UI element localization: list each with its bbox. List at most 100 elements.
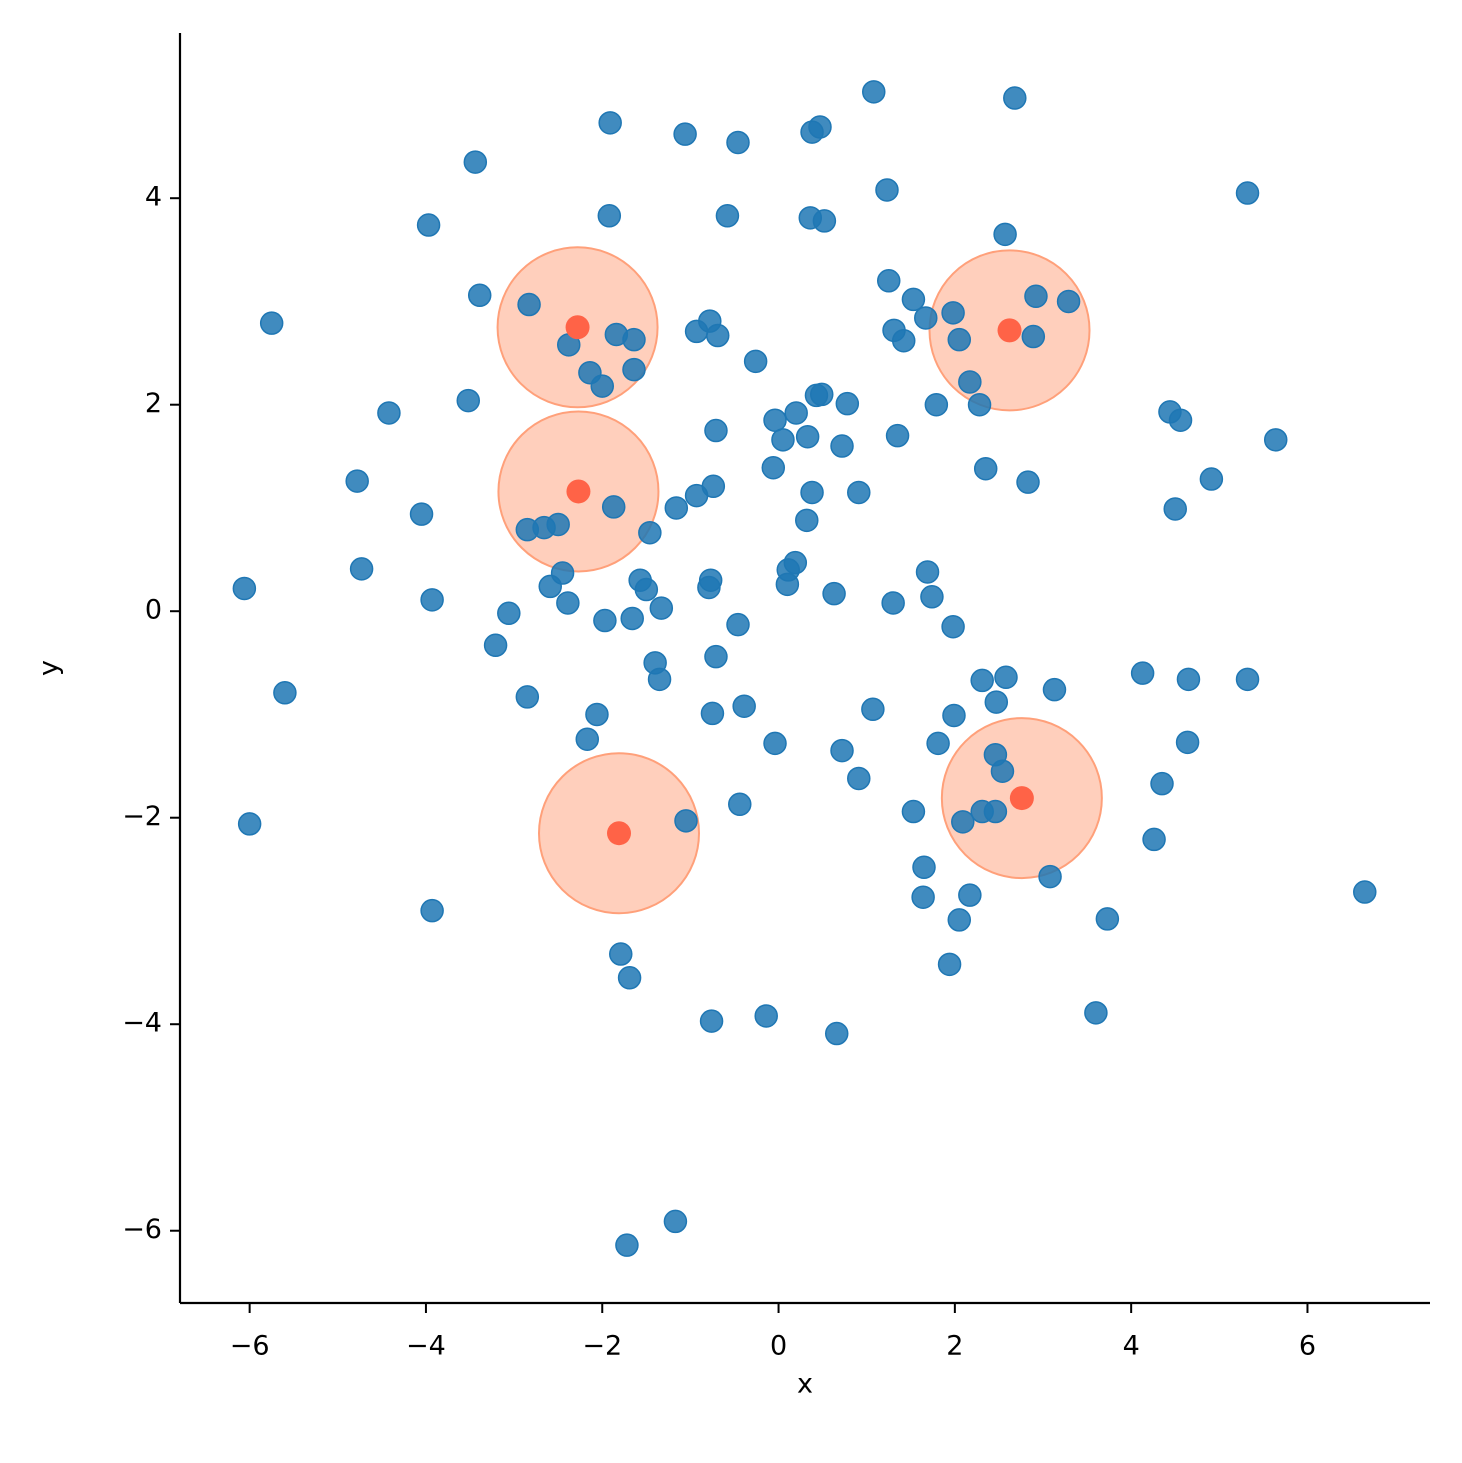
data-point (638, 520, 662, 545)
data-point (575, 727, 600, 751)
data-point (1095, 907, 1120, 931)
data-point (463, 150, 488, 174)
data-point (684, 319, 709, 344)
center-point (606, 821, 631, 846)
data-point (824, 1021, 849, 1046)
x-tick-label: −2 (582, 1331, 622, 1362)
data-point (517, 292, 541, 317)
data-point (259, 311, 284, 335)
data-point (942, 703, 966, 728)
data-point (1021, 324, 1046, 349)
data-point (1038, 864, 1062, 889)
data-point (754, 1004, 778, 1028)
x-tick-label: 2 (946, 1331, 963, 1362)
data-point (420, 588, 444, 612)
y-tick-label: −2 (122, 801, 162, 832)
data-point (775, 572, 800, 597)
center-point (565, 315, 590, 340)
point-layer (232, 80, 1377, 1257)
data-point (795, 508, 819, 533)
y-axis-label: y (34, 660, 65, 676)
data-point (1175, 730, 1200, 755)
data-point (835, 391, 860, 416)
data-point (556, 591, 580, 615)
data-point (1235, 181, 1260, 205)
data-point (704, 418, 728, 443)
center-point (566, 479, 591, 504)
data-point (830, 738, 854, 763)
data-point (647, 667, 672, 692)
center-point (1009, 786, 1034, 811)
y-tick-label: 2 (145, 388, 162, 419)
y-tick-label: −4 (122, 1008, 162, 1039)
data-point (875, 178, 899, 202)
data-point (1199, 467, 1224, 491)
data-point (674, 809, 698, 833)
data-point (926, 731, 950, 756)
data-point (664, 496, 689, 520)
data-point (622, 327, 646, 352)
data-point (891, 328, 916, 353)
data-point (593, 608, 617, 633)
data-point (743, 349, 768, 374)
data-point (920, 585, 944, 609)
data-point (705, 323, 730, 348)
data-point (970, 668, 994, 693)
data-point (1024, 284, 1048, 309)
data-point (377, 401, 401, 425)
data-point (732, 694, 756, 718)
data-point (1353, 880, 1377, 904)
data-point (483, 633, 508, 658)
data-point (914, 306, 938, 330)
data-point (663, 1209, 688, 1234)
data-point (847, 480, 871, 505)
data-point (941, 301, 965, 325)
center-layer (565, 315, 1034, 846)
y-tick-label: −6 (122, 1214, 162, 1245)
data-point (1016, 470, 1040, 494)
data-point (538, 574, 562, 599)
data-point (763, 731, 787, 756)
data-point (609, 942, 633, 966)
data-point (416, 213, 441, 237)
data-point (597, 204, 622, 228)
data-point (728, 792, 752, 817)
data-point (808, 115, 832, 139)
data-point (1263, 428, 1288, 452)
data-point (615, 1233, 639, 1257)
data-point (973, 456, 998, 481)
data-point (911, 885, 935, 909)
data-point (984, 690, 1009, 714)
data-point (881, 591, 905, 615)
data-point (1235, 667, 1260, 692)
data-point (941, 614, 965, 639)
y-tick-label: 4 (145, 182, 162, 213)
data-point (993, 222, 1017, 247)
data-point (409, 502, 434, 526)
data-point (726, 130, 750, 155)
center-point (997, 318, 1022, 343)
data-point (947, 327, 972, 352)
x-tick-label: 0 (770, 1331, 787, 1362)
x-tick-label: 6 (1299, 1331, 1316, 1362)
data-point (915, 560, 940, 584)
data-point (967, 392, 992, 417)
data-point (809, 382, 834, 407)
data-point (622, 357, 646, 382)
data-point (1150, 771, 1174, 796)
data-point (876, 269, 901, 293)
data-point (349, 557, 374, 581)
data-point (901, 799, 926, 824)
data-point (649, 596, 674, 620)
data-point (847, 766, 871, 791)
data-point (784, 401, 808, 425)
data-point (1003, 86, 1027, 110)
data-point (924, 392, 949, 417)
data-point (761, 455, 786, 480)
data-point (795, 424, 820, 449)
x-tick-label: −6 (230, 1331, 270, 1362)
data-point (1084, 1001, 1108, 1025)
data-point (617, 966, 642, 990)
data-point (601, 495, 626, 519)
